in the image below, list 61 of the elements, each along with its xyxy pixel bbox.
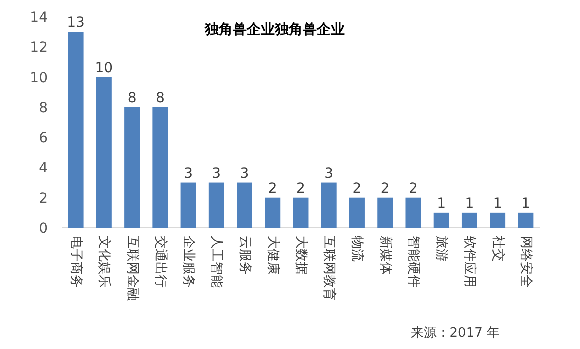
bar (237, 182, 252, 228)
bar (293, 198, 309, 228)
y-tick-label: 2 (39, 190, 48, 207)
y-tick-label: 12 (30, 40, 48, 56)
x-tick-label: 旅游 (434, 236, 450, 262)
bar (490, 212, 506, 228)
data-label: 3 (184, 166, 193, 182)
data-label: 1 (521, 196, 530, 212)
x-tick-label: 企业服务 (181, 236, 196, 288)
y-tick-label: 6 (39, 130, 48, 147)
data-label: 2 (352, 180, 362, 197)
x-tick-label: 软件应用 (462, 236, 478, 288)
bar (96, 77, 112, 228)
y-tick-label: 14 (30, 10, 48, 26)
data-label: 3 (240, 166, 250, 182)
data-label: 8 (128, 90, 137, 106)
bar (378, 198, 394, 228)
bar (152, 107, 168, 228)
bar (208, 182, 224, 228)
data-label: 2 (296, 180, 306, 197)
bar (321, 182, 337, 228)
x-tick-label: 网络安全 (518, 236, 534, 288)
chart-title: 独角兽企业独角兽企业 (204, 22, 345, 38)
data-label: 3 (212, 166, 222, 182)
x-tick-label: 文化娱乐 (96, 236, 112, 288)
bar (68, 32, 84, 228)
x-tick-label: 新媒体 (378, 236, 393, 275)
data-label: 1 (437, 196, 446, 212)
x-tick-label: 大数据 (294, 236, 308, 275)
bar (406, 198, 422, 228)
bar (462, 212, 478, 228)
data-label: 3 (324, 166, 334, 182)
bar (265, 198, 281, 228)
data-label: 2 (409, 180, 418, 197)
data-label: 10 (95, 60, 114, 76)
data-label: 8 (156, 90, 165, 106)
bar (434, 212, 450, 228)
x-tick-label: 互联网金融 (124, 236, 140, 301)
x-tick-label: 云服务 (237, 236, 252, 275)
x-tick-label: 互联网教育 (322, 236, 338, 301)
data-label: 1 (465, 196, 474, 212)
x-tick-label: 电子商务 (68, 236, 84, 288)
data-label: 2 (268, 180, 278, 197)
y-tick-label: 0 (39, 221, 48, 237)
x-tick-label: 智能硬件 (406, 236, 421, 288)
y-tick-label: 4 (39, 160, 48, 177)
x-tick-label: 人工智能 (209, 236, 224, 288)
x-tick-label: 交通出行 (152, 236, 169, 288)
x-tick-label: 物流 (350, 236, 366, 262)
bar (518, 212, 534, 228)
data-label: 13 (67, 15, 85, 32)
x-tick-label: 社交 (490, 236, 506, 262)
y-tick-label: 10 (30, 70, 48, 86)
source-note: 来源：2017 年 (410, 326, 500, 341)
y-tick-label: 8 (39, 100, 48, 116)
bar (124, 107, 140, 228)
bar (180, 182, 196, 228)
data-label: 1 (493, 196, 502, 212)
data-label: 2 (380, 180, 390, 197)
x-tick-label: 大健康 (265, 236, 280, 275)
bar (350, 198, 365, 228)
